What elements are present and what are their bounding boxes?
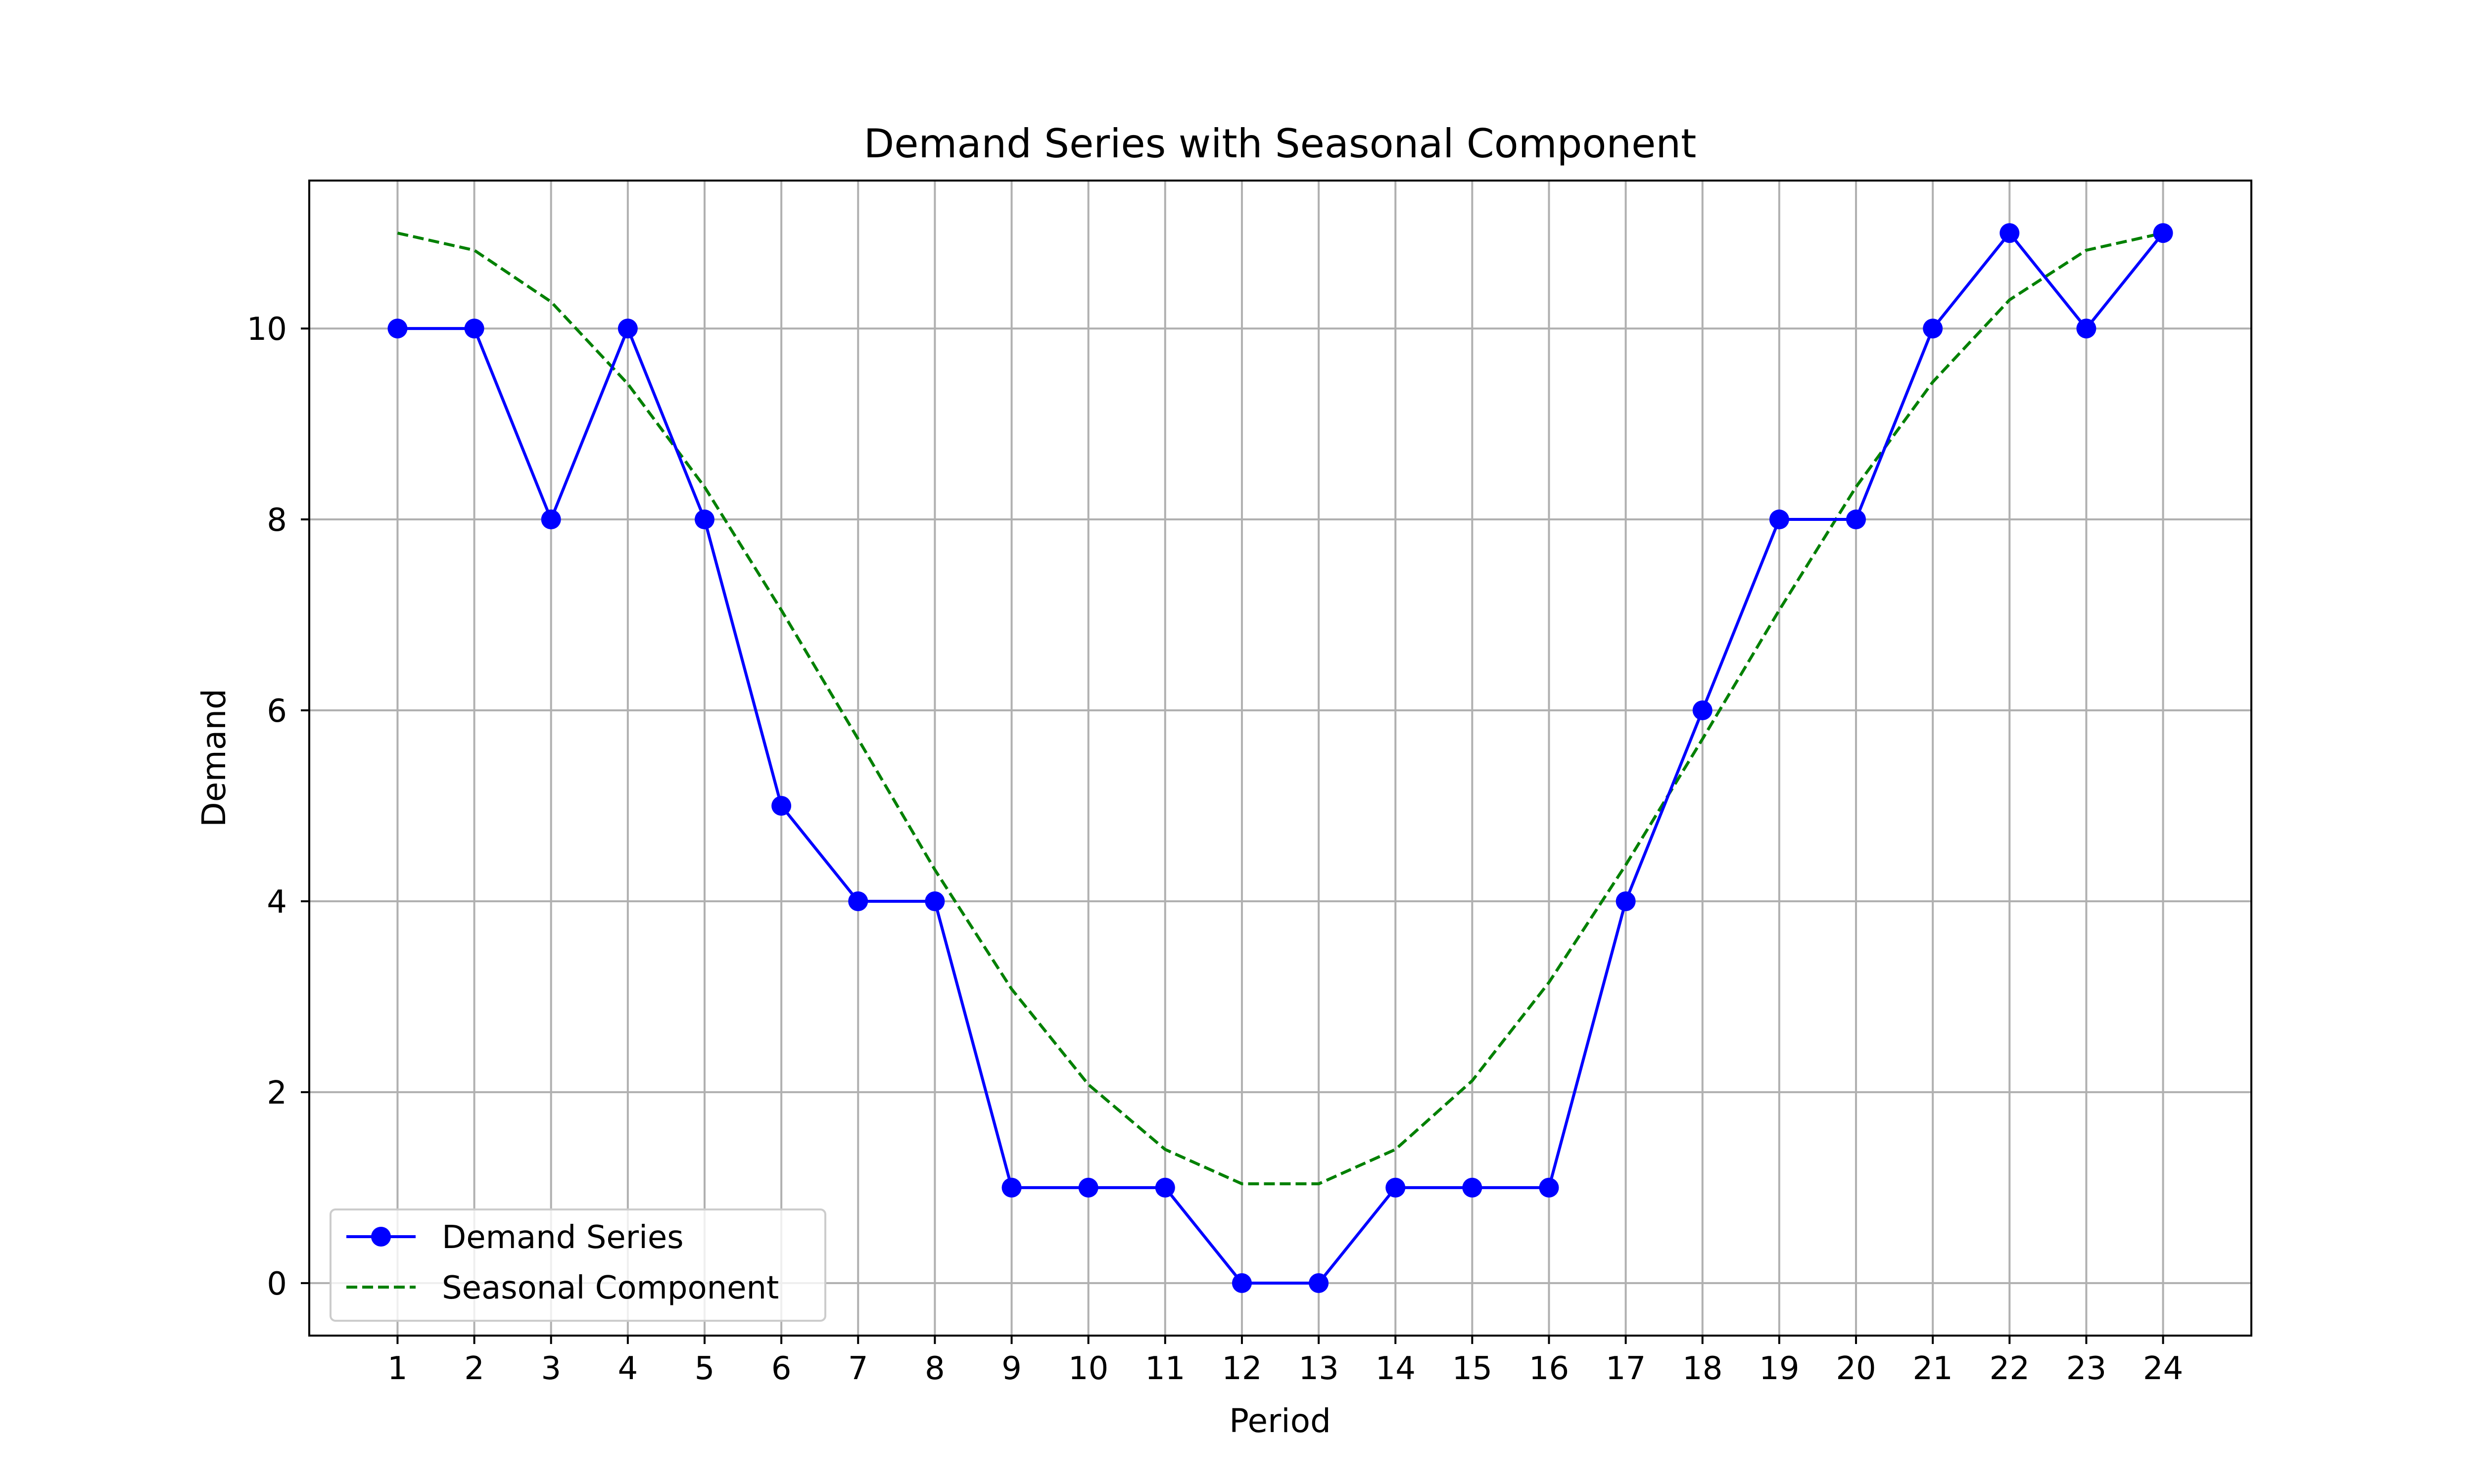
x-tick-label: 19 (1759, 1350, 1799, 1387)
demand-series-point (1692, 700, 1713, 721)
demand-series-point (1309, 1273, 1329, 1293)
x-tick-label: 18 (1682, 1350, 1722, 1387)
y-tick-label: 10 (247, 311, 287, 348)
demand-series-point (1999, 223, 2020, 243)
demand-series-line (397, 232, 2164, 1285)
x-tick-label: 13 (1298, 1350, 1338, 1387)
x-tick-label: 15 (1452, 1350, 1492, 1387)
x-tick-label: 16 (1529, 1350, 1569, 1387)
x-tick-label: 12 (1222, 1350, 1262, 1387)
demand-series-point (1616, 891, 1636, 911)
demand-series-point (1385, 1177, 1406, 1198)
x-tick-label: 11 (1145, 1350, 1185, 1387)
x-tick-label: 23 (2066, 1350, 2106, 1387)
y-tick-label: 8 (267, 502, 287, 539)
demand-series-point (848, 891, 868, 911)
y-tick-label: 4 (267, 884, 287, 921)
x-tick-label: 21 (1912, 1350, 1952, 1387)
legend: Demand Series Seasonal Component (330, 1208, 826, 1322)
y-tick-label: 6 (267, 693, 287, 730)
demand-series-point (1769, 510, 1789, 530)
plot-area-frame (308, 180, 2252, 1337)
demand-series-point (771, 795, 792, 816)
x-tick-label: 22 (1990, 1350, 2030, 1387)
x-tick-label: 1 (387, 1350, 408, 1387)
chart-title: Demand Series with Seasonal Component (864, 121, 1697, 167)
demand-series-point (1001, 1177, 1022, 1198)
legend-demand-marker-swatch (371, 1227, 391, 1247)
x-tick-label: 20 (1836, 1350, 1876, 1387)
x-tick-label: 8 (925, 1350, 945, 1387)
x-tick-label: 2 (464, 1350, 484, 1387)
x-tick-label: 4 (618, 1350, 638, 1387)
y-axis-label: Demand (195, 689, 233, 827)
demand-series-point (618, 319, 638, 339)
x-tick-label: 9 (1001, 1350, 1022, 1387)
demand-series-point (1539, 1177, 1559, 1198)
x-tick-label: 10 (1068, 1350, 1108, 1387)
plot-series (387, 223, 2173, 1293)
x-tick-label: 17 (1606, 1350, 1646, 1387)
y-tick-label: 0 (267, 1266, 287, 1302)
demand-series-point (464, 319, 484, 339)
seasonal-component-line (397, 232, 2164, 1186)
demand-series-point (387, 319, 408, 339)
x-axis-label: Period (1229, 1402, 1331, 1440)
x-tick-label: 6 (771, 1350, 792, 1387)
x-tick-label: 24 (2143, 1350, 2183, 1387)
legend-label-seasonal-component: Seasonal Component (442, 1270, 779, 1306)
legend-box (330, 1208, 826, 1322)
legend-label-demand-series: Demand Series (442, 1219, 684, 1256)
x-tick-label: 5 (695, 1350, 715, 1387)
demand-series-point (694, 510, 714, 530)
x-tick-label: 14 (1375, 1350, 1415, 1387)
demand-series-point (1462, 1177, 1482, 1198)
demand-series-point (1923, 319, 1943, 339)
demand-series-point (1155, 1177, 1175, 1198)
x-tick-label: 3 (541, 1350, 561, 1387)
demand-series-point (1846, 510, 1866, 530)
demand-series-point (2153, 223, 2173, 243)
demand-series-point (1078, 1177, 1098, 1198)
y-tick-label: 2 (267, 1075, 287, 1112)
axis-ticks: 1 2 3 4 5 6 7 8 9 10 11 12 13 14 15 16 17 18 19 20 21 22 23 240… (247, 311, 2184, 1387)
x-tick-label: 7 (848, 1350, 868, 1387)
demand-series-point (925, 891, 945, 911)
demand-series-point (2076, 319, 2096, 339)
demand-series-point (1232, 1273, 1252, 1293)
demand-series-point (541, 510, 561, 530)
